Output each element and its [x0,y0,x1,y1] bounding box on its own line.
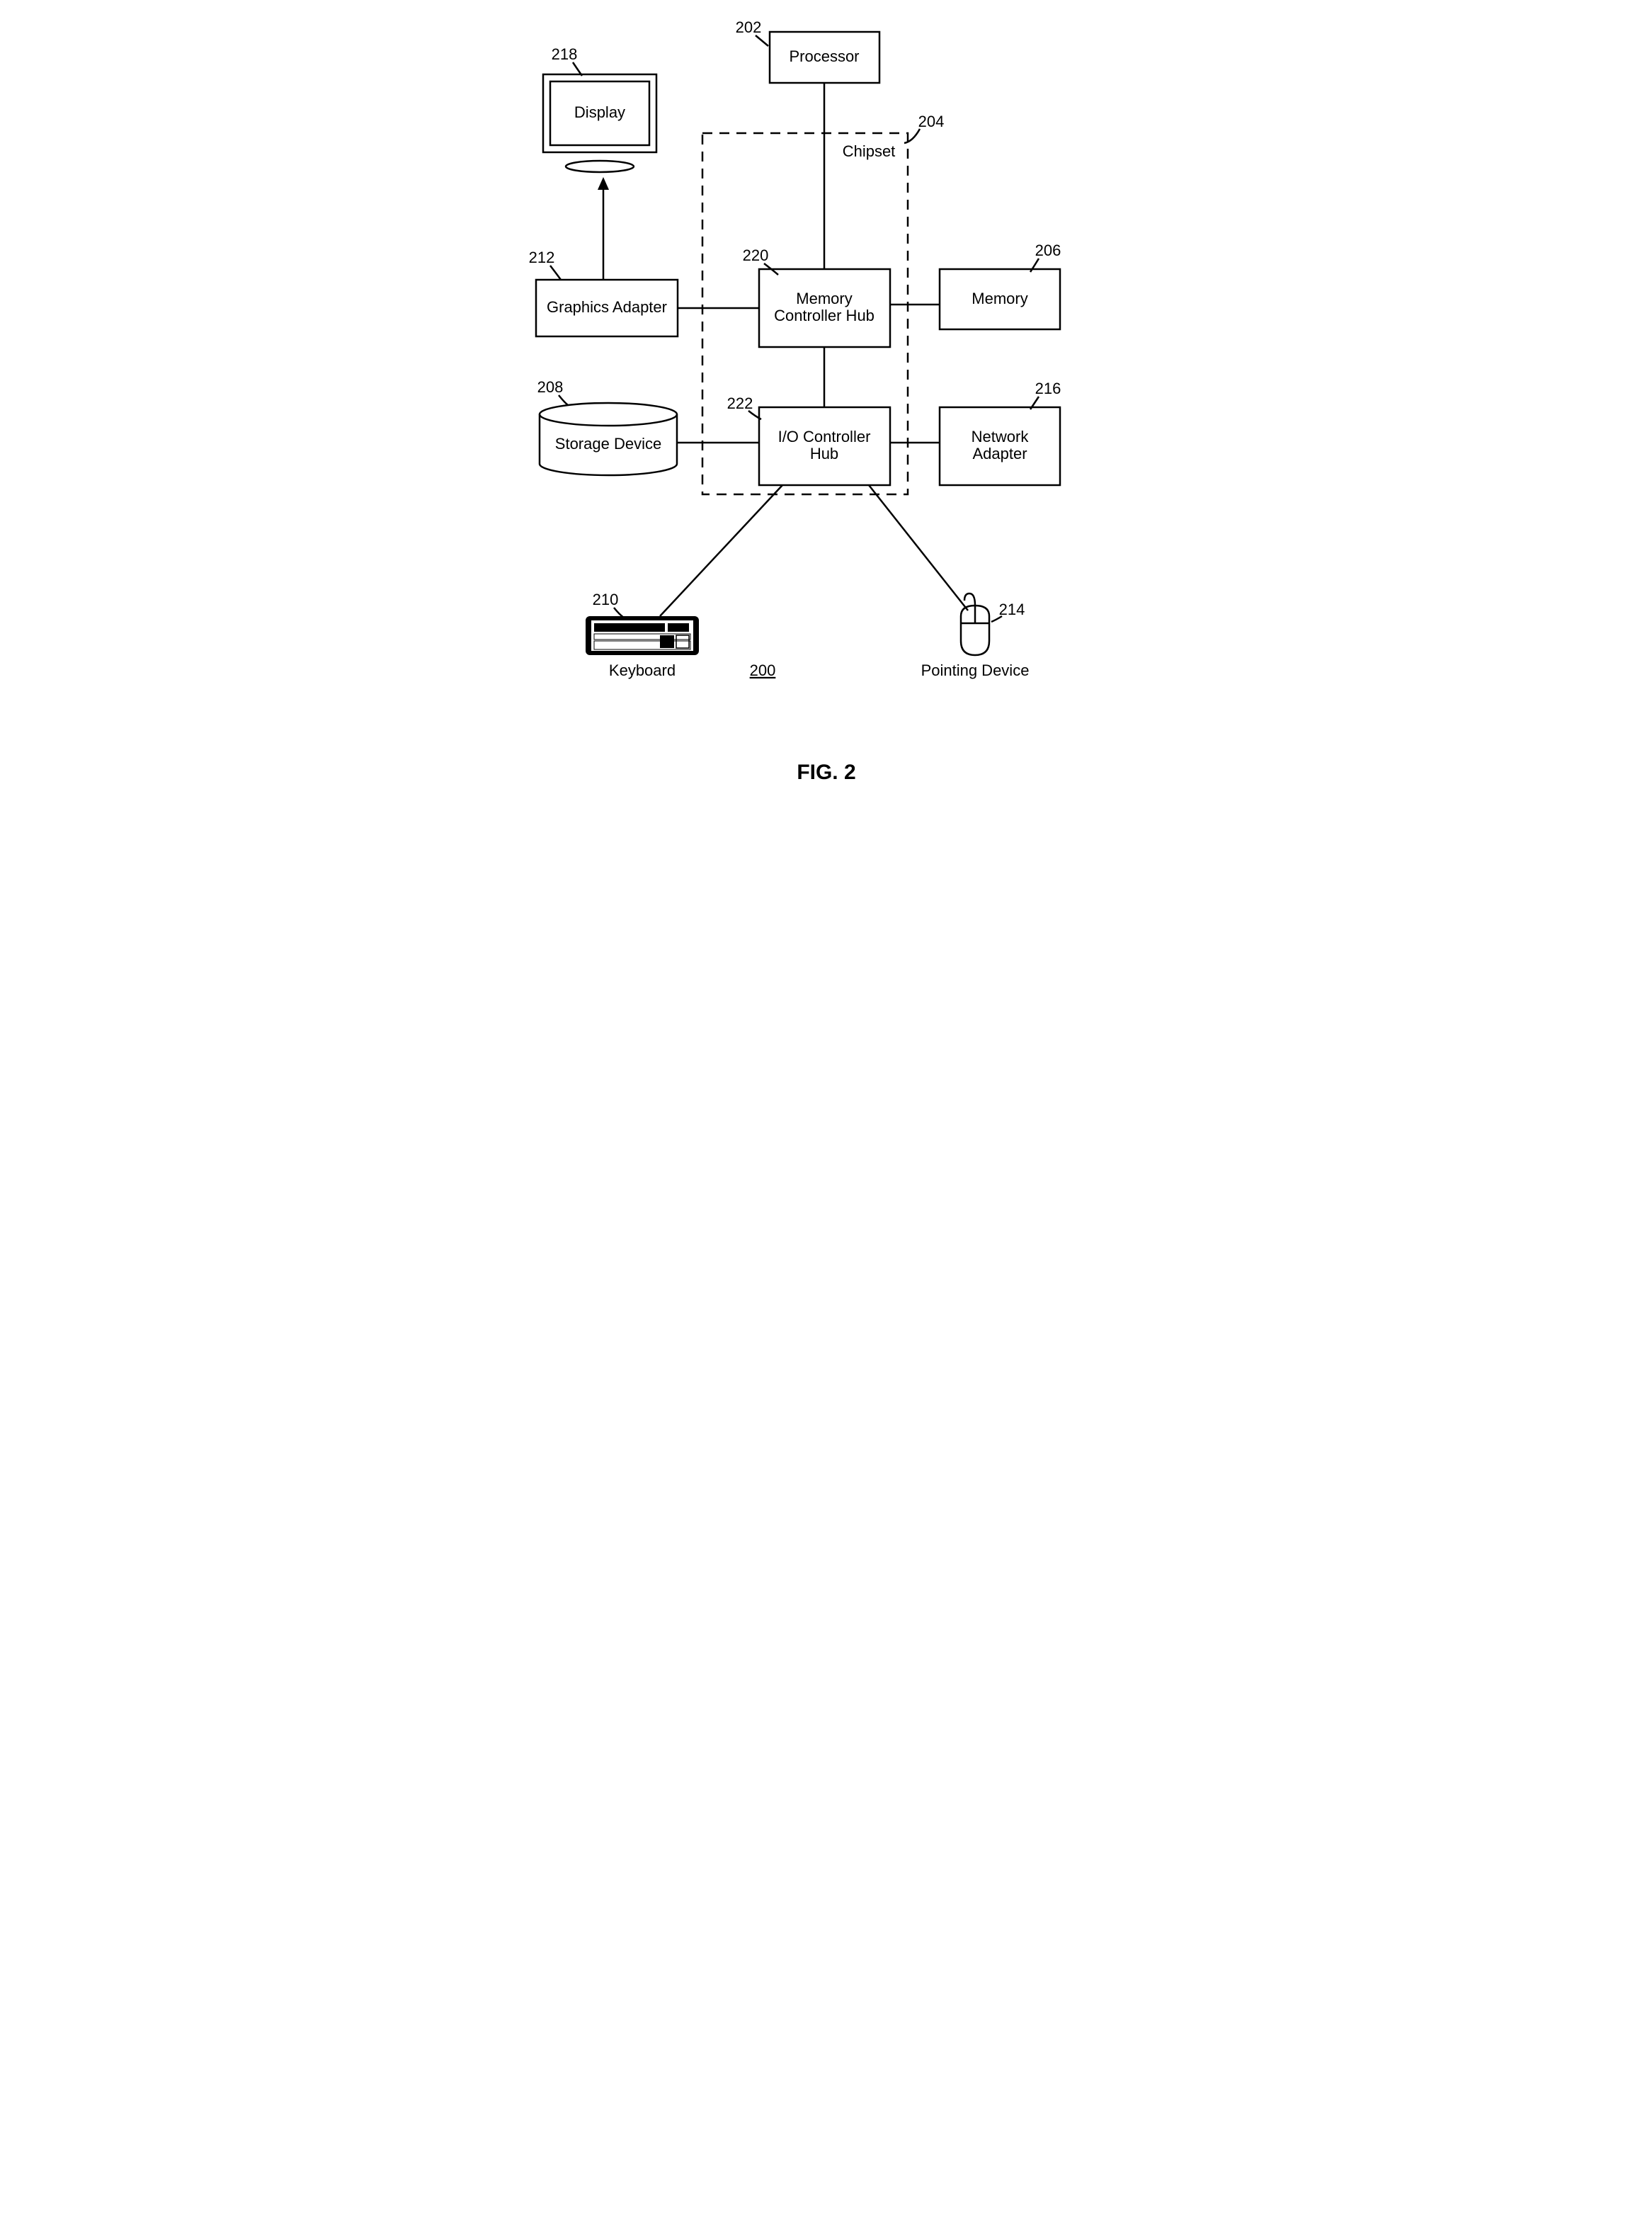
system-ref-200: 200 [749,661,775,679]
pointing-label: Pointing Device [921,661,1029,679]
network-label-1: Network [971,428,1029,445]
ref-216: 216 [1035,380,1061,397]
processor-label: Processor [789,47,859,65]
ref-202: 202 [735,18,761,36]
io-ctrl-label-2: Hub [809,445,838,462]
figure-title: FIG. 2 [797,761,855,784]
ref-214: 214 [998,601,1025,618]
ref-214-tail [991,616,1002,622]
arrowhead-display [598,177,609,190]
edge-io-keyboard [660,485,782,616]
mouse-icon [961,593,989,655]
ref-208: 208 [537,378,563,396]
network-label-2: Adapter [972,445,1027,462]
ref-222: 222 [727,394,753,412]
edge-io-pointing [869,485,968,610]
ref-212: 212 [528,249,554,266]
io-ctrl-label-1: I/O Controller [777,428,870,445]
system-architecture-diagram: Chipset 204 Processor 202 Memory Control… [472,0,1180,952]
ref-202-tail [756,35,768,46]
ref-204: 204 [918,113,944,130]
ref-220: 220 [742,246,768,264]
memory-label: Memory [972,290,1027,307]
keyboard-label: Keyboard [608,661,675,679]
storage-label: Storage Device [554,435,661,453]
ref-204-tail [904,129,920,143]
display-monitor [543,74,656,172]
mem-ctrl-label-1: Memory [796,290,852,307]
ref-210: 210 [592,591,618,608]
ref-212-tail [550,266,561,280]
keyboard-icon [586,616,699,655]
display-label: Display [574,103,625,121]
ref-218: 218 [551,45,577,63]
ref-206: 206 [1035,242,1061,259]
chipset-label: Chipset [842,142,895,160]
ref-210-tail [614,608,624,618]
ref-208-tail [559,395,568,405]
mem-ctrl-label-2: Controller Hub [774,307,875,324]
graphics-label: Graphics Adapter [547,298,667,316]
